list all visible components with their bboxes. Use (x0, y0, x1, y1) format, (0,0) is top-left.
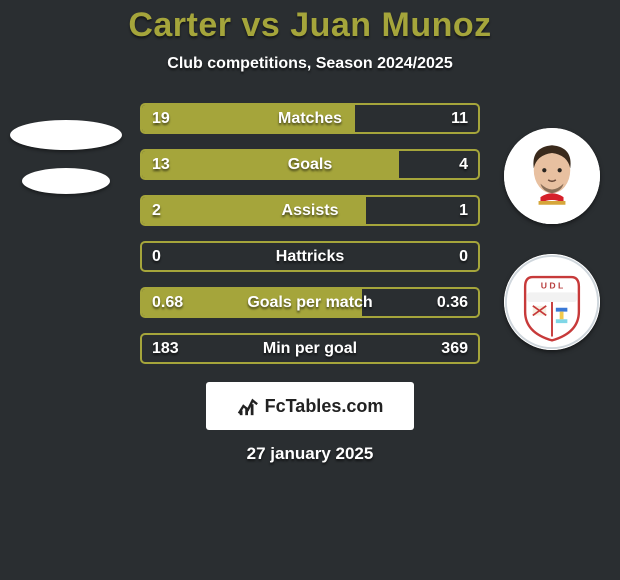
right-value: 0.36 (437, 294, 468, 312)
brand-text: FcTables.com (265, 396, 384, 417)
bar-assists: 2 Assists 1 (140, 195, 480, 226)
left-value: 183 (152, 340, 179, 358)
page-title: Carter vs Juan Munoz (0, 6, 620, 45)
left-player-placeholder (10, 120, 122, 150)
stat-label: Goals per match (247, 294, 372, 312)
date-text: 27 january 2025 (0, 444, 620, 464)
chart-icon (237, 395, 259, 417)
bar-fill (142, 151, 399, 178)
bar-hattricks: 0 Hattricks 0 (140, 241, 480, 272)
right-value: 369 (441, 340, 468, 358)
left-value: 2 (152, 202, 161, 220)
stat-label: Hattricks (276, 248, 344, 266)
left-value: 19 (152, 110, 170, 128)
stat-label: Assists (282, 202, 339, 220)
right-player-avatar (504, 128, 600, 224)
comparison-bars: 19 Matches 11 13 Goals 4 2 Assists 1 0 H… (140, 103, 480, 364)
bar-goals-per-match: 0.68 Goals per match 0.36 (140, 287, 480, 318)
left-value: 0.68 (152, 294, 183, 312)
club-crest-icon: U D L (504, 254, 600, 350)
right-value: 11 (451, 110, 468, 128)
left-value: 0 (152, 248, 161, 266)
left-value: 13 (152, 156, 170, 174)
stat-label: Min per goal (263, 340, 357, 358)
stat-label: Goals (288, 156, 332, 174)
bar-goals: 13 Goals 4 (140, 149, 480, 180)
subtitle: Club competitions, Season 2024/2025 (0, 55, 620, 73)
comparison-card: Carter vs Juan Munoz Club competitions, … (0, 0, 620, 580)
right-club-crest: U D L (504, 254, 600, 350)
right-value: 4 (459, 156, 468, 174)
left-player-badges (10, 120, 122, 194)
brand-logo: FcTables.com (237, 395, 384, 417)
svg-text:U D L: U D L (541, 281, 564, 291)
footer-branding: FcTables.com (206, 382, 414, 430)
bar-matches: 19 Matches 11 (140, 103, 480, 134)
stat-label: Matches (278, 110, 342, 128)
bar-min-per-goal: 183 Min per goal 369 (140, 333, 480, 364)
player-avatar-icon (504, 128, 600, 224)
right-player-badges: U D L (504, 128, 600, 350)
left-club-placeholder (22, 168, 110, 194)
right-value: 0 (459, 248, 468, 266)
right-value: 1 (459, 202, 468, 220)
